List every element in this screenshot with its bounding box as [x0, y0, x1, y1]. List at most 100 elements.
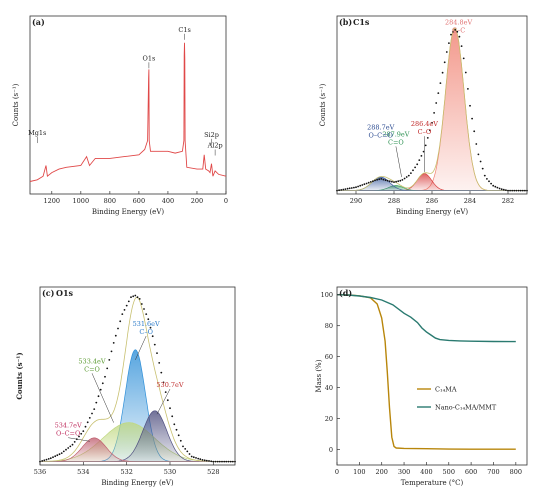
peak-assignment-label: O–C=O	[56, 430, 80, 438]
raw-data-point	[391, 180, 393, 183]
raw-data-point	[376, 178, 378, 181]
y-tick-label: 100	[321, 291, 333, 299]
peak-annotation: O1s	[143, 54, 156, 62]
raw-data-point	[84, 425, 87, 428]
raw-data-point	[378, 178, 381, 181]
x-tick-label: 200	[191, 197, 203, 205]
raw-data-point	[158, 362, 161, 364]
peak-energy-label: 531.6eV	[133, 320, 160, 328]
raw-data-point	[58, 453, 61, 456]
raw-data-point	[54, 455, 57, 458]
raw-data-point	[162, 381, 165, 384]
raw-data-point	[49, 457, 52, 460]
y-tick-label: 80	[325, 322, 333, 330]
raw-data-point	[62, 450, 65, 453]
peak-assignment-label: C=O	[388, 138, 404, 146]
raw-data-point	[437, 92, 440, 94]
x-tick-label: 200	[375, 468, 387, 476]
raw-data-point	[479, 160, 482, 163]
y-axis-label: Counts (s⁻¹)	[319, 83, 327, 126]
legend-entry-label: Nano-C₁₄MA/MMT	[435, 403, 497, 411]
raw-data-point	[473, 130, 476, 133]
raw-data-point	[498, 187, 501, 190]
raw-data-point	[456, 30, 459, 33]
raw-data-point	[43, 459, 46, 462]
raw-data-point	[80, 432, 83, 435]
raw-data-point	[199, 458, 202, 461]
raw-data-point	[179, 439, 182, 442]
raw-data-point	[156, 352, 158, 354]
raw-data-point	[106, 367, 109, 370]
panel-c: 536 534 532 530 528 Binding Energy (eV) Counts…	[15, 286, 236, 487]
raw-data-point	[486, 178, 488, 180]
raw-data-point	[369, 181, 372, 183]
y-tick-label: 20	[325, 415, 333, 423]
raw-data-point	[169, 407, 171, 410]
plot-frame	[39, 286, 236, 466]
peak-assignment-label: C=O	[84, 365, 100, 373]
x-tick-label: 1200	[44, 197, 61, 205]
raw-data-point	[138, 298, 141, 300]
raw-data-point	[82, 430, 85, 432]
raw-data-point	[467, 88, 469, 90]
raw-data-point	[88, 417, 91, 419]
raw-data-point	[164, 391, 167, 393]
x-axis-label: Binding Energy (eV)	[92, 208, 165, 216]
raw-data-point	[361, 184, 364, 186]
raw-data-point	[452, 30, 454, 33]
raw-data-point	[86, 421, 89, 424]
raw-data-point	[190, 455, 193, 458]
raw-data-point	[477, 153, 480, 156]
raw-data-point	[149, 326, 152, 329]
raw-data-point	[195, 457, 197, 459]
raw-data-point	[151, 335, 154, 338]
raw-data-point	[469, 104, 471, 107]
raw-data-point	[462, 57, 465, 60]
raw-data-point	[52, 456, 54, 459]
fitted-peak-area	[337, 27, 527, 191]
raw-data-point	[500, 188, 503, 191]
label-leader	[395, 146, 402, 178]
raw-data-point	[374, 179, 376, 182]
raw-data-point	[188, 453, 191, 455]
raw-data-point	[517, 189, 520, 192]
plot-frame	[336, 15, 528, 195]
raw-data-point	[212, 460, 215, 463]
x-tick-label: 400	[162, 197, 174, 205]
raw-data-point	[130, 296, 132, 299]
raw-data-point	[121, 313, 124, 315]
raw-data-point	[110, 350, 113, 353]
x-tick-label: 290	[350, 197, 362, 205]
raw-data-point	[435, 102, 438, 104]
y-axis-label: Counts (s⁻¹)	[12, 83, 20, 126]
panel-title: O1s	[56, 288, 74, 298]
raw-data-point	[71, 443, 74, 446]
peak-energy-label: 286.4eV	[411, 120, 438, 128]
raw-data-point	[488, 180, 490, 183]
raw-data-point	[357, 185, 359, 188]
peak-annotation: Al2p	[207, 142, 223, 150]
raw-data-point	[136, 296, 139, 299]
raw-data-point	[401, 179, 404, 181]
raw-data-point	[101, 382, 104, 385]
raw-data-point	[216, 460, 219, 463]
raw-data-point	[342, 188, 345, 191]
raw-data-point	[218, 460, 221, 463]
raw-data-point	[210, 460, 213, 463]
y-tick-label: 0	[329, 446, 333, 454]
panel-b: 290 288 286 284 282 Binding Energy (eV) Counts…	[319, 15, 528, 216]
raw-data-point	[429, 129, 431, 132]
raw-data-point	[507, 189, 509, 192]
raw-data-point	[134, 294, 137, 297]
raw-data-point	[67, 447, 70, 449]
raw-data-point	[412, 169, 414, 172]
survey-spectrum-line	[29, 42, 227, 182]
panel-label: (a)	[32, 17, 45, 27]
raw-data-point	[225, 460, 228, 463]
x-tick-label: 800	[104, 197, 116, 205]
raw-data-point	[353, 186, 355, 189]
peak-energy-label: 533.4eV	[78, 357, 105, 365]
raw-data-point	[132, 295, 135, 298]
peak-annotation: Si2p	[204, 131, 219, 139]
raw-data-point	[192, 456, 195, 459]
